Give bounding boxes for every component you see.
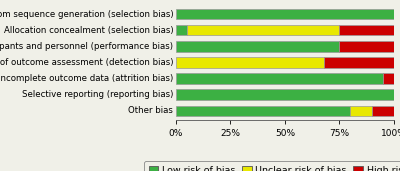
Bar: [176, 9, 394, 19]
Bar: [324, 57, 394, 68]
Bar: [176, 106, 350, 116]
Bar: [350, 106, 372, 116]
Bar: [176, 57, 324, 68]
Bar: [176, 89, 394, 100]
Bar: [383, 73, 394, 84]
Bar: [340, 41, 394, 51]
Bar: [372, 106, 394, 116]
Legend: Low risk of bias, Unclear risk of bias, High risk of bias: Low risk of bias, Unclear risk of bias, …: [144, 161, 400, 171]
Bar: [187, 25, 340, 35]
Bar: [176, 73, 383, 84]
Bar: [176, 41, 340, 51]
Bar: [176, 25, 187, 35]
Bar: [340, 25, 394, 35]
